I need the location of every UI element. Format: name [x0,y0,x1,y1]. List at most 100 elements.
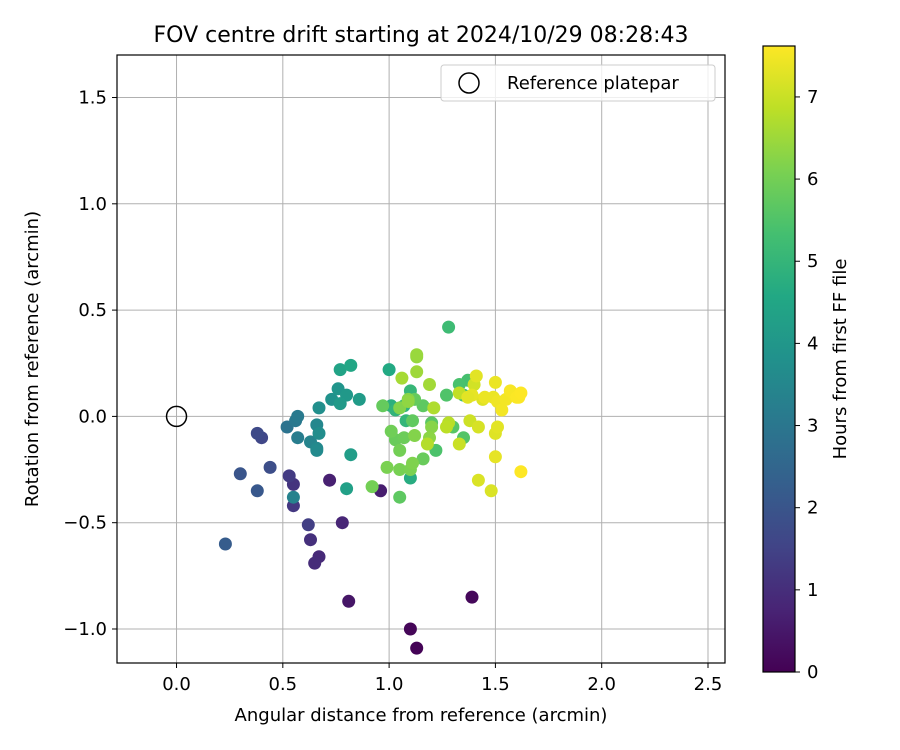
data-point [352,392,366,406]
colorbar-tick-label: 4 [807,333,818,354]
data-point [393,490,407,504]
data-point [310,443,324,457]
data-point [340,482,354,496]
data-point [301,518,315,532]
data-point [410,365,424,379]
data-point [233,467,247,481]
data-point [312,426,326,440]
data-point [478,390,492,404]
data-point [365,480,379,494]
data-point [488,375,502,389]
y-tick-label: 1.0 [78,194,107,215]
legend-label: Reference platepar [507,73,679,94]
x-tick-label: 0.5 [268,674,297,695]
data-point [514,465,528,479]
data-point [403,622,417,636]
data-point [469,369,483,383]
colorbar-tick-label: 6 [807,169,818,190]
data-point [250,484,264,498]
colorbar-tick-label: 1 [807,580,818,601]
x-tick-label: 1.0 [375,674,404,695]
colorbar-tick-label: 7 [807,87,818,108]
data-point [420,437,434,451]
data-point [416,452,430,466]
data-point [397,431,411,445]
legend-box [440,64,716,102]
colorbar-tick-label: 2 [807,498,818,519]
x-tick-label: 0.0 [162,674,191,695]
data-point [484,484,498,498]
data-point [393,463,407,476]
data-point [488,450,502,464]
colorbar-tick-label: 3 [807,416,818,437]
data-point [514,386,528,400]
reference-point-marker [165,405,188,428]
data-point [495,403,509,417]
data-point [250,426,264,440]
data-points [218,320,528,655]
data-point [461,390,475,404]
data-point [425,420,439,434]
colorbar-label: Hours from first FF file [830,259,851,460]
data-point [291,431,305,445]
x-axis-label: Angular distance from reference (arcmin) [235,705,608,726]
data-point [452,437,466,451]
data-point [423,378,436,391]
y-tick-label: 0.5 [78,300,107,321]
grid-lines [117,55,725,663]
x-tick-label: 2.0 [587,674,616,695]
y-tick-label: −0.5 [63,513,107,534]
data-point [401,395,415,408]
y-axis-label: Rotation from reference (arcmin) [22,211,43,507]
colorbar-tick-label: 0 [807,662,818,683]
data-point [406,456,419,470]
data-point [471,473,485,487]
data-point [471,420,485,434]
data-point [308,556,322,570]
data-point [382,363,396,377]
data-point [344,358,358,372]
legend: Reference platepar [440,64,716,102]
data-point [286,490,300,504]
data-point [440,388,453,402]
data-point [333,397,347,411]
data-point [393,443,407,457]
data-point [395,371,409,385]
data-point [312,401,326,415]
data-point [440,420,453,434]
data-point [333,363,347,377]
y-axis-ticks: −1.0 −0.5 0.0 0.5 1.0 1.5 [63,88,117,640]
data-point [218,537,232,551]
colorbar [762,45,796,673]
x-tick-label: 2.5 [694,674,723,695]
chart-title: FOV centre drift starting at 2024/10/29 … [154,23,689,48]
colorbar-ticks: 0 1 2 3 4 5 6 7 [795,87,818,683]
y-tick-label: 1.5 [78,88,107,109]
data-point [442,320,456,334]
data-point [335,516,349,530]
data-point [410,641,424,655]
plot-frame [116,54,726,664]
data-point [376,399,390,413]
data-point [384,424,398,438]
data-point [491,420,504,434]
y-tick-label: −1.0 [63,619,107,640]
x-axis-ticks: 0.0 0.5 1.0 1.5 2.0 2.5 [162,663,722,695]
data-point [408,429,422,442]
colorbar-tick-label: 5 [807,251,818,272]
data-point [291,409,305,423]
data-point [344,448,358,462]
x-tick-label: 1.5 [481,674,510,695]
data-point [282,469,296,483]
data-point [427,401,441,415]
data-point [380,460,394,474]
data-point [406,414,419,428]
data-point [465,590,479,604]
data-point [304,533,317,547]
data-point [263,460,277,474]
data-point [410,348,424,362]
data-point [323,473,337,487]
y-tick-label: 0.0 [78,406,107,427]
data-point [342,594,356,608]
